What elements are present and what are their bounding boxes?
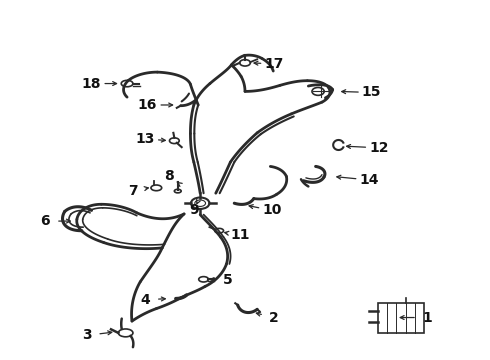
- Text: 11: 11: [230, 228, 250, 242]
- Text: 13: 13: [135, 132, 155, 146]
- Text: 18: 18: [82, 77, 101, 91]
- Text: 2: 2: [270, 311, 279, 324]
- Text: 8: 8: [165, 170, 174, 184]
- Text: 4: 4: [140, 293, 150, 307]
- Text: 12: 12: [369, 141, 389, 155]
- Text: 5: 5: [223, 273, 233, 287]
- Text: 6: 6: [41, 214, 50, 228]
- Text: 3: 3: [82, 328, 92, 342]
- Text: 16: 16: [138, 98, 157, 112]
- Text: 14: 14: [360, 173, 379, 187]
- Text: 17: 17: [265, 57, 284, 71]
- Text: 15: 15: [362, 85, 381, 99]
- Text: 7: 7: [128, 184, 138, 198]
- Text: 9: 9: [189, 203, 198, 217]
- Text: 1: 1: [423, 311, 433, 324]
- Bar: [377, 302, 424, 333]
- Text: 10: 10: [262, 203, 281, 217]
